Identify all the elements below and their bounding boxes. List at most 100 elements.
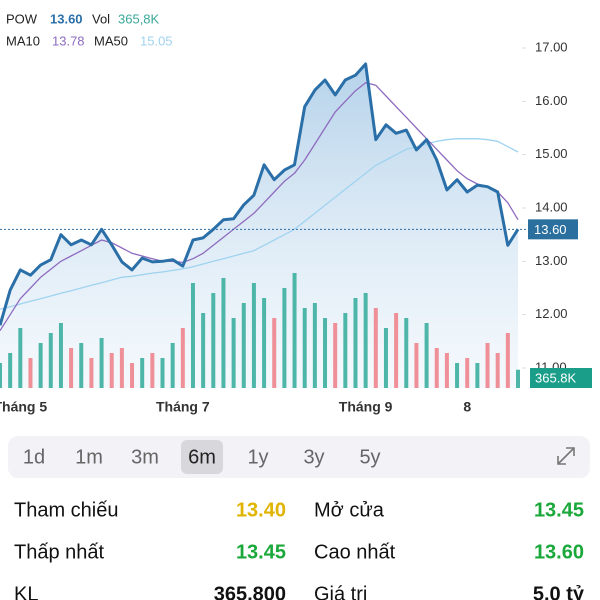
volume-bar [69,348,74,388]
volume-bar [312,303,317,388]
ma10-label: MA10 [6,33,40,48]
volume-bar [353,298,358,388]
y-tick-label: 15.00 [535,146,568,161]
volume-bar [404,318,409,388]
stat-value: 365,800 [214,583,286,600]
stat-label: Cao nhất [314,541,396,563]
volume-bar [130,363,135,388]
volume-bar [211,293,216,388]
volume-bar [414,343,419,388]
y-tick-label: 12.00 [535,306,568,321]
range-bar [8,436,590,478]
volume-bar [79,343,84,388]
price: 13.60 [50,11,83,26]
line-1 [0,82,519,332]
expand-icon[interactable] [557,447,575,465]
volume-bar [282,288,287,388]
stat-value: 13.45 [236,541,286,563]
volume-bar [495,353,500,388]
line-2 [0,138,519,310]
stat-value: 13.40 [236,499,286,521]
vol-box [530,368,592,388]
volume-bar [160,358,165,388]
line-0 [0,62,520,326]
ma50-label: MA50 [94,33,128,48]
volume-bar [99,338,104,388]
x-tick-label: 8 [463,399,471,415]
volume-bar [201,313,206,388]
legend: POW 13.60 Vol 365,8K MA10 13.78 MA50 15.… [6,11,173,48]
range-selected [181,440,223,474]
symbol: POW [6,11,38,26]
volume-bar [292,273,297,388]
stat-label: Tham chiếu [14,499,119,521]
volume-bar [516,369,520,388]
volume-bar [190,283,195,388]
range-tab[interactable]: 6m [188,446,216,468]
volume-bar [343,313,348,388]
x-tick-label: Tháng 5 [0,399,47,415]
stat-label: KL [14,583,38,600]
range-tab[interactable]: 3m [131,446,159,468]
range-tab[interactable]: 1m [75,446,103,468]
stat-label: Mở cửa [314,499,385,521]
volume-bar [363,293,368,388]
y-tick-label: 14.00 [535,199,568,214]
volume-bar [394,313,399,388]
x-tick-label: Tháng 7 [156,399,210,415]
vol-label: Vol [92,11,110,26]
volume-bar [150,353,155,388]
range-tab[interactable]: 3y [303,446,324,468]
volume-bar [251,283,256,388]
price-box [528,219,578,240]
stat-label: Giá trị [314,583,367,600]
volume-bar [38,343,43,388]
stat-label: Thấp nhất [14,541,105,563]
y-tick-label: 17.00 [535,39,568,54]
volume-bar [58,323,63,388]
stat-value: 13.60 [534,541,584,563]
volume-bar [434,348,439,388]
volume-bar [323,318,328,388]
price-box-label: 13.60 [534,222,567,237]
range-tab[interactable]: 1y [247,446,268,468]
volume-bar [333,323,338,388]
volume-bar [0,363,2,388]
volume-bar [241,303,246,388]
ma50: 15.05 [140,33,173,48]
ma10: 13.78 [52,33,85,48]
x-tick-label: Tháng 9 [339,399,393,415]
y-tick-label: 13.00 [535,253,568,268]
vol: 365,8K [118,11,160,26]
volume-bar [465,358,470,388]
volume-bar [455,363,460,388]
volume-bar [231,318,236,388]
volume-bar [180,328,185,388]
volume-bar [475,363,480,388]
volume-bar [444,353,449,388]
volume-bar [373,308,378,388]
volume-bar [48,333,53,388]
range-tab[interactable]: 5y [359,446,380,468]
volume-bar [424,323,429,388]
volume-bar [485,343,490,388]
volume-bar [28,358,33,388]
volume-bar [89,358,94,388]
price-area [0,64,518,388]
chart: 11.0012.0013.0014.0015.0016.0017.0013.60… [0,39,592,415]
volume-bar [221,278,226,388]
y-tick-label: 16.00 [535,93,568,108]
vol-box-label: 365.8K [535,370,577,385]
volume-bar [140,358,145,388]
volume-bar [8,353,13,388]
volume-bar [109,353,114,388]
stat-value: 13.45 [534,499,584,521]
range-tab[interactable]: 1d [23,446,45,468]
volume-bar [18,328,23,388]
volume-bar [302,308,307,388]
volume-bar [262,298,267,388]
volume-bar [170,343,175,388]
volume-bar [383,328,388,388]
